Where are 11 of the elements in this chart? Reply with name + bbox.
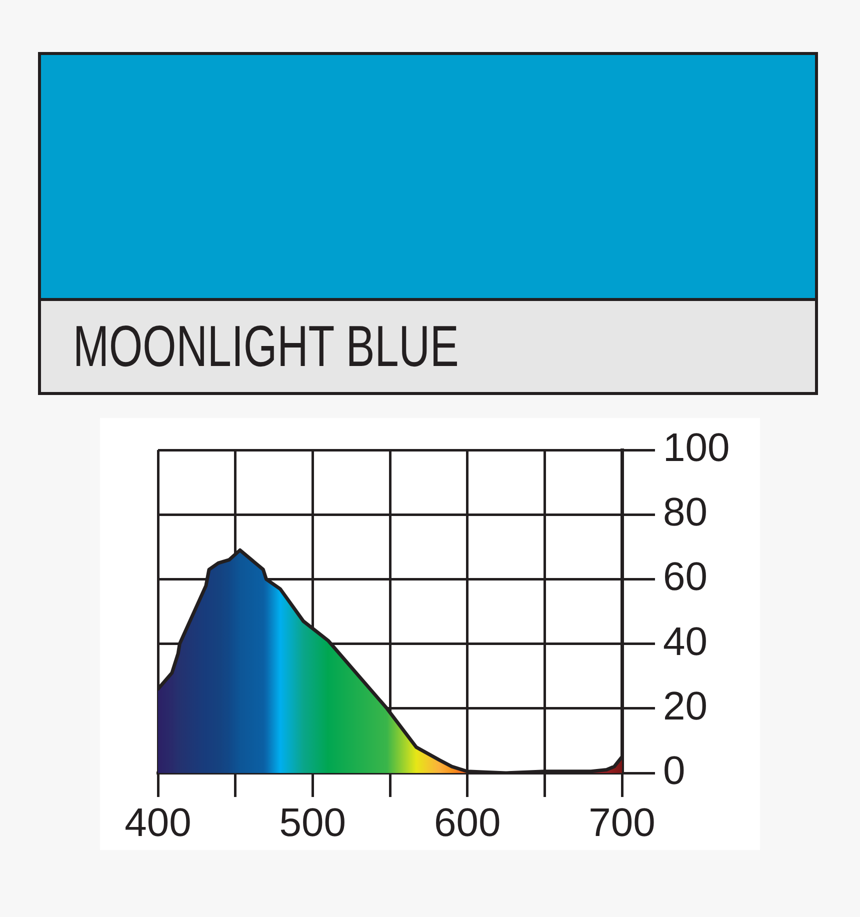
x-tick-label: 400 xyxy=(124,801,192,846)
y-tick-label: 80 xyxy=(663,490,708,535)
y-tick-label: 40 xyxy=(663,620,708,664)
x-tick-label: 600 xyxy=(434,801,501,846)
y-tick-label: 0 xyxy=(663,749,686,794)
y-tick-label: 60 xyxy=(663,555,708,600)
x-tick-label: 500 xyxy=(279,801,346,846)
y-tick-label: 100 xyxy=(663,426,730,470)
x-tick-label: 700 xyxy=(588,801,656,846)
chart-title: MOONLIGHT BLUE xyxy=(73,314,459,379)
y-tick-label: 20 xyxy=(663,684,708,728)
